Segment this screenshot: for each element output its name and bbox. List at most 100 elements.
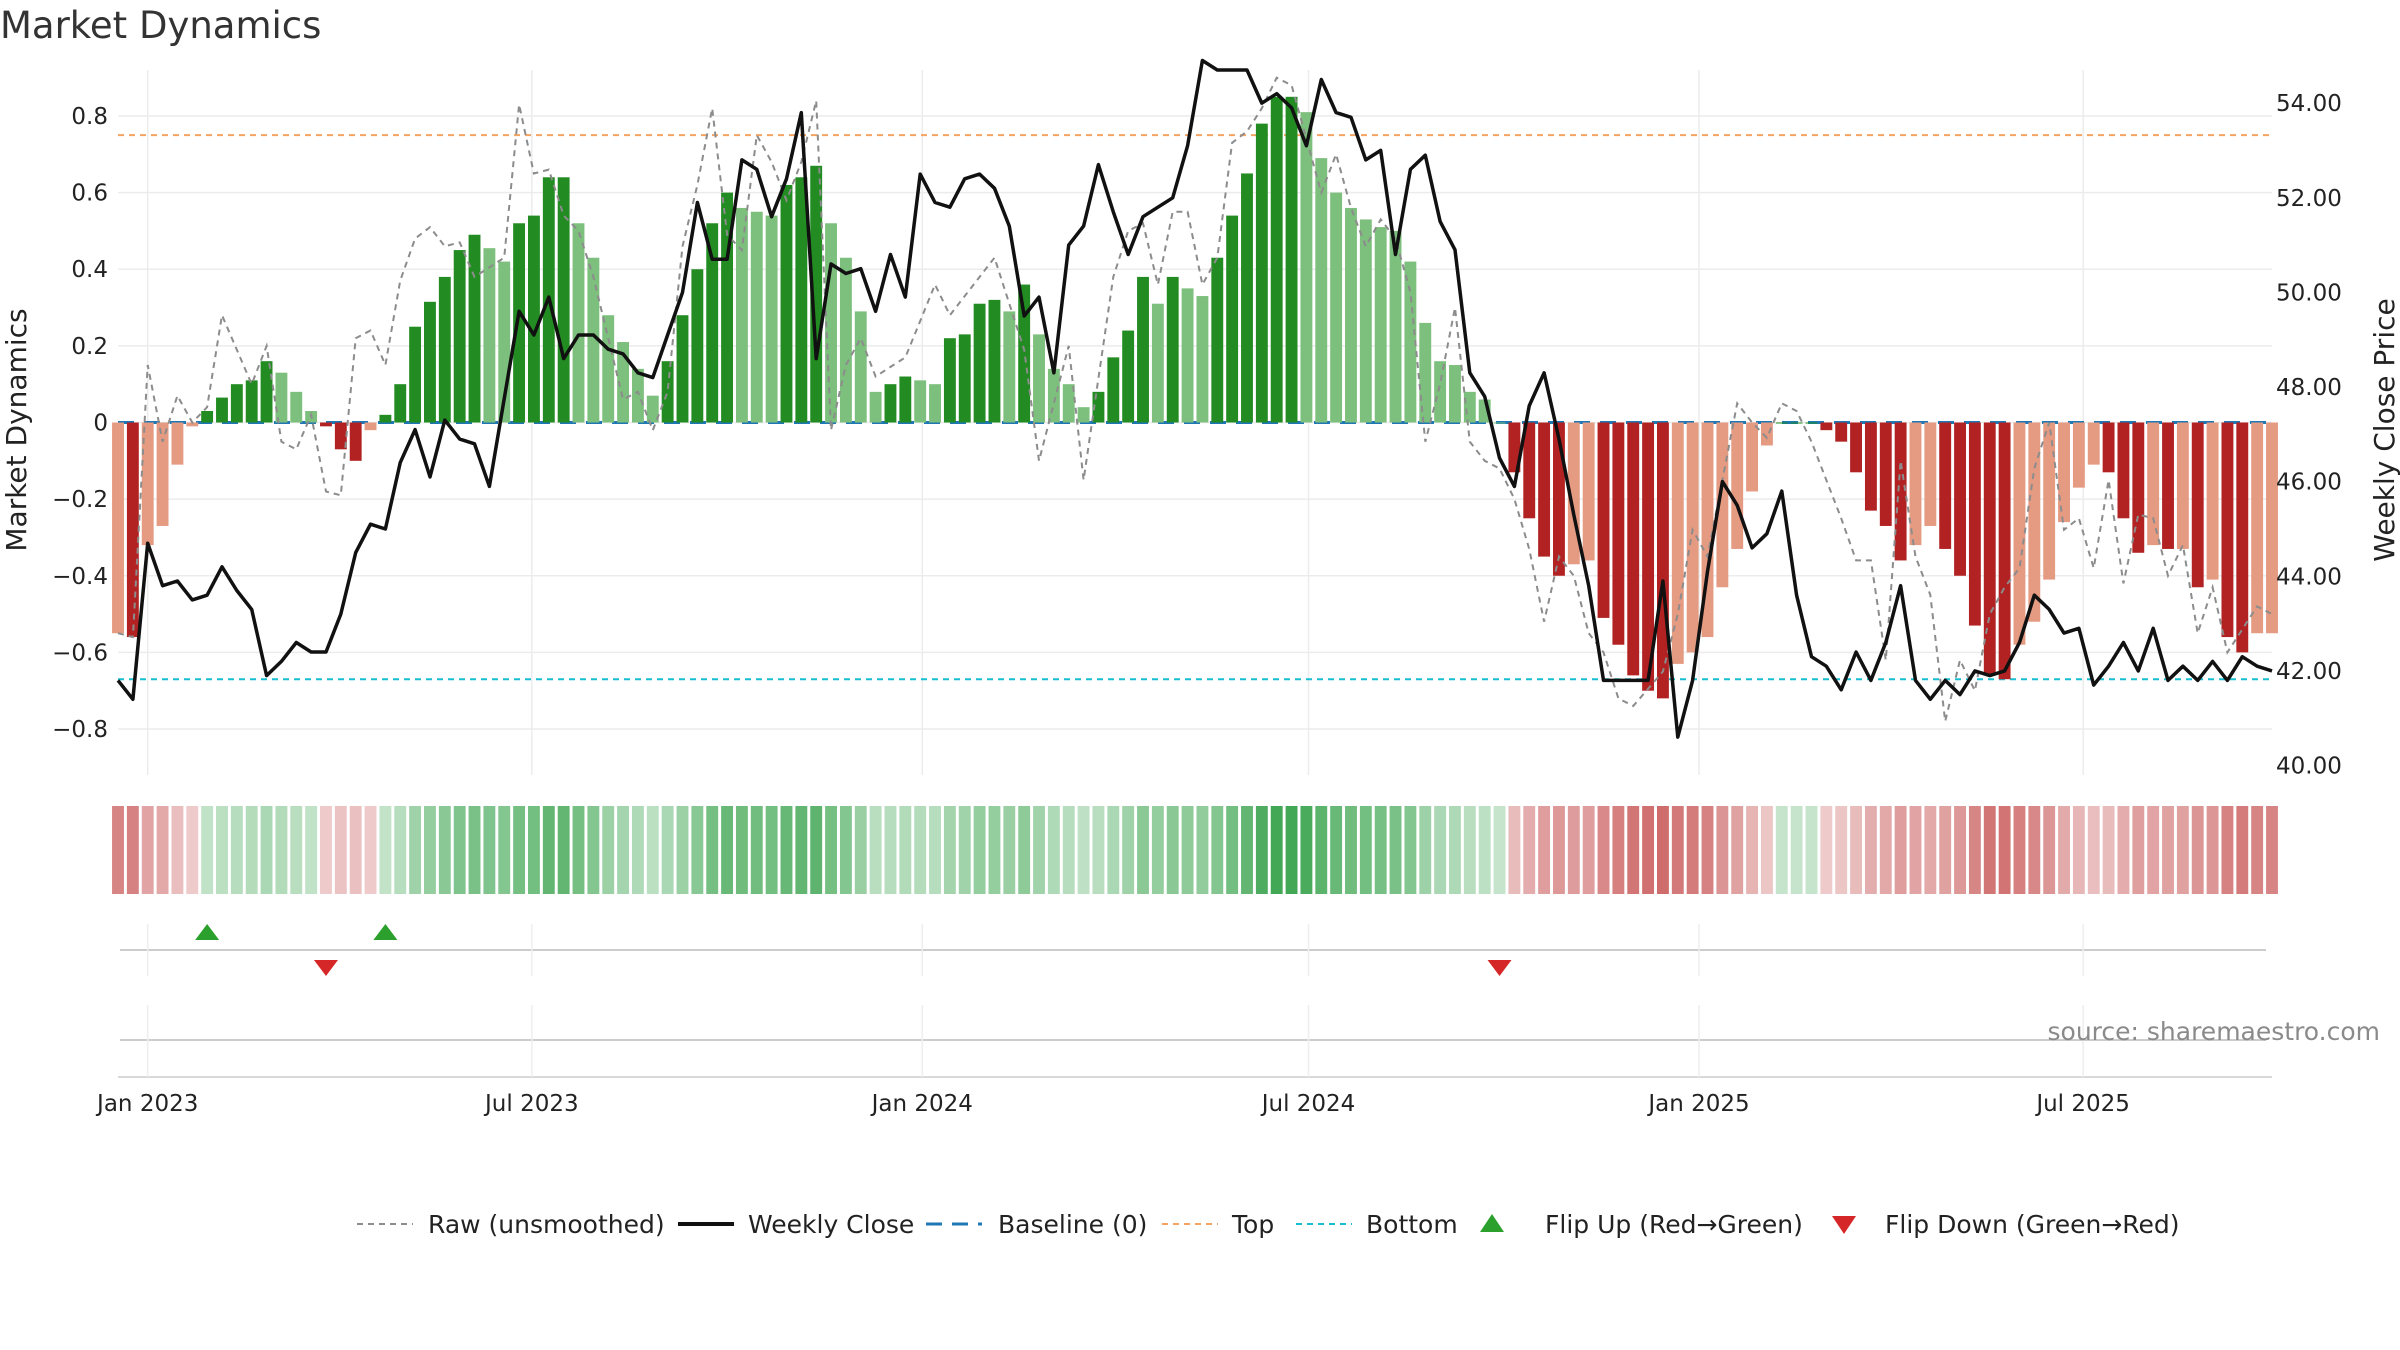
regime-cell [2072, 806, 2085, 894]
dynamics-bar [899, 376, 912, 423]
regime-cell [943, 806, 956, 894]
regime-cell [1612, 806, 1625, 894]
regime-cell [349, 806, 362, 894]
dynamics-bar [498, 261, 511, 423]
regime-cell [1582, 806, 1595, 894]
regime-cell [1151, 806, 1164, 894]
dynamics-bar [1760, 422, 1773, 446]
regime-cell [1523, 806, 1536, 894]
dynamics-bar [1597, 422, 1610, 618]
dynamics-bar [1255, 123, 1268, 423]
x-tick-label: Jan 2025 [1646, 1091, 1749, 1117]
regime-cell [260, 806, 273, 894]
dynamics-bar [334, 422, 347, 450]
dynamics-bar [1612, 422, 1625, 645]
regime-cell [1983, 806, 1996, 894]
dynamics-bar [1419, 322, 1432, 423]
regime-cell [513, 806, 526, 894]
right-tick-label: 50.00 [2276, 280, 2342, 306]
dynamics-bar [349, 422, 362, 461]
dynamics-bar [1345, 207, 1357, 423]
dynamics-bar [735, 207, 748, 423]
dynamics-bar [1508, 422, 1521, 473]
regime-cell [1894, 806, 1907, 894]
left-tick-label: −0.4 [52, 564, 108, 590]
regime-cell [2191, 806, 2204, 894]
regime-cell [1924, 806, 1937, 894]
dynamics-bar [557, 177, 570, 423]
dynamics-bar [364, 422, 377, 431]
dynamics-bar [617, 342, 630, 423]
left-tick-label: 0 [93, 411, 108, 437]
legend-flip-down-swatch [1832, 1216, 1856, 1234]
dynamics-bar [2072, 422, 2085, 488]
regime-cell [305, 806, 318, 894]
regime-cell [1701, 806, 1714, 894]
left-axis-ticks: 0.8 0.6 0.4 0.2 0 −0.2 −0.4 −0.6 −0.8 [52, 104, 108, 743]
dynamics-bar [810, 165, 823, 423]
dynamics-bar [602, 315, 615, 423]
dynamics-bar [706, 223, 719, 423]
regime-cell [869, 806, 882, 894]
regime-cell [1389, 806, 1402, 894]
raw-series [117, 76, 2273, 722]
regime-cell [1508, 806, 1521, 894]
dynamics-bar [1671, 422, 1684, 664]
dynamics-bar [1166, 276, 1179, 423]
legend: Raw (unsmoothed) Weekly Close Baseline (… [357, 1210, 2180, 1239]
regime-cell [424, 806, 436, 894]
flip-down-marker [1487, 960, 1512, 976]
regime-cell [1404, 806, 1417, 894]
regime-cell [899, 806, 912, 894]
regime-cell [958, 806, 971, 894]
dynamics-bar [973, 303, 986, 423]
regime-cell [810, 806, 823, 894]
regime-cell [929, 806, 941, 894]
regime-cell [379, 806, 392, 894]
dynamics-bar [2132, 422, 2145, 553]
regime-cell [721, 806, 734, 894]
dynamics-bar [483, 248, 496, 423]
dynamics-bar [1092, 391, 1105, 423]
regime-cell [1879, 806, 1892, 894]
close-line [116, 58, 2273, 739]
regime-cell [394, 806, 407, 894]
regime-cell [602, 806, 615, 894]
regime-cell [2176, 806, 2189, 894]
regime-cell [780, 806, 793, 894]
right-tick-label: 40.00 [2276, 754, 2342, 780]
left-tick-label: 0.8 [71, 104, 108, 130]
right-tick-label: 54.00 [2276, 91, 2342, 117]
dynamics-bar [1835, 422, 1848, 442]
regime-cell [1315, 806, 1328, 894]
regime-cell [1062, 806, 1075, 894]
regime-cell [1300, 806, 1313, 894]
dynamics-bar [869, 391, 882, 423]
dynamics-bar [2087, 422, 2100, 465]
regime-cell [691, 806, 704, 894]
dynamics-bar [409, 326, 422, 423]
right-tick-label: 42.00 [2276, 659, 2342, 685]
dynamics-bar [1493, 422, 1506, 424]
flip-down-marker [313, 960, 338, 976]
dynamics-bar [2147, 422, 2160, 546]
dynamics-bar [453, 250, 466, 423]
legend-flip-up-label: Flip Up (Red→Green) [1545, 1210, 1803, 1239]
dynamics-bar [290, 391, 303, 423]
x-tick-label: Jul 2023 [483, 1091, 579, 1117]
regime-cell [1998, 806, 2011, 894]
dynamics-bar [1954, 422, 1966, 576]
dynamics-bar [1790, 422, 1803, 424]
regime-cell [1538, 806, 1551, 894]
dynamics-bar [2191, 422, 2204, 588]
regime-cell [2236, 806, 2249, 894]
right-tick-label: 52.00 [2276, 186, 2342, 212]
regime-cell [1018, 806, 1031, 894]
dynamics-bar [631, 368, 644, 423]
dynamics-bar [275, 372, 288, 423]
dynamics-bar [1434, 361, 1447, 423]
regime-cell [1478, 806, 1491, 894]
dynamics-bar [2043, 422, 2056, 580]
regime-cell [1033, 806, 1045, 894]
right-tick-label: 48.00 [2276, 375, 2342, 401]
